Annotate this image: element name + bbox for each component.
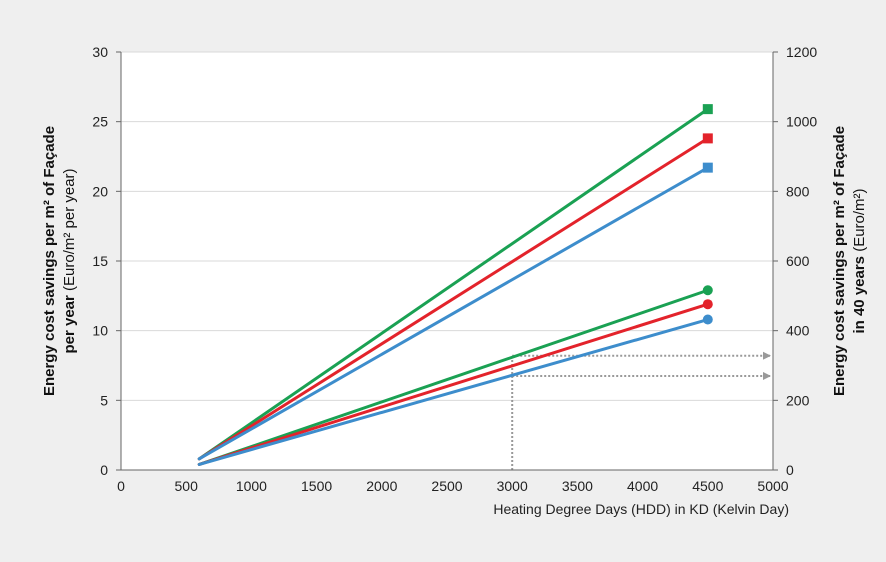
x-tick-label-3: 1500 — [301, 478, 332, 494]
x-axis-label: Heating Degree Days (HDD) in KD (Kelvin … — [493, 501, 789, 517]
series-line-2 — [197, 166, 710, 461]
x-tick-label-7: 3500 — [562, 478, 593, 494]
right-y-label-line1-bold: Energy cost savings per m² of Façade — [831, 126, 848, 396]
series-line-3 — [197, 288, 710, 466]
right-y-tick-label-0: 0 — [786, 462, 794, 478]
x-tick-label-2: 1000 — [236, 478, 267, 494]
right-y-tick-label-6: 1200 — [786, 44, 817, 60]
x-tick-labels: 0 500 1000 1500 2000 2500 3000 3500 4000 4500 5000 — [117, 478, 789, 494]
left-y-tick-label-0: 0 — [100, 462, 108, 478]
series-marker-2 — [702, 162, 713, 173]
axes — [116, 51, 778, 471]
series-marker-1 — [702, 133, 713, 144]
series-marker-4 — [702, 299, 713, 310]
right-y-label-line2-bold: in 40 years — [851, 256, 868, 334]
left-y-tick-label-5: 25 — [92, 114, 108, 130]
series-line-5 — [197, 318, 710, 466]
right-y-axis-label-line1: Energy cost savings per m² of Façade — [831, 126, 848, 396]
x-tick-label-0: 0 — [117, 478, 125, 494]
left-y-label-line2-bold: per year — [61, 295, 78, 354]
x-tick-label-4: 2000 — [366, 478, 397, 494]
right-y-tick-label-4: 800 — [786, 183, 810, 199]
left-y-axis-label-line2: per year (Euro/m² per year) — [61, 168, 78, 353]
left-y-label-line1-bold: Energy cost savings per m² of Façade — [41, 126, 58, 396]
reference-lines — [511, 351, 771, 470]
series-marker-0 — [702, 104, 713, 115]
right-y-tick-label-1: 200 — [786, 392, 810, 408]
left-y-tick-label-3: 15 — [92, 253, 108, 269]
series-line-0 — [197, 107, 710, 461]
left-y-label-line2-unit: (Euro/m² per year) — [61, 168, 78, 295]
left-y-axis-label-line1: Energy cost savings per m² of Façade — [41, 126, 58, 396]
series-marker-3 — [702, 285, 713, 296]
right-y-axis-label-line2: in 40 years (Euro/m²) — [851, 188, 868, 333]
left-y-tick-labels: 0 5 10 15 20 25 30 — [92, 44, 108, 478]
x-tick-label-6: 3000 — [497, 478, 528, 494]
right-y-tick-labels: 0 200 400 600 800 1000 1200 — [786, 44, 817, 478]
series-marker-5 — [702, 314, 713, 325]
series-line-4 — [197, 302, 710, 466]
left-y-tick-label-1: 5 — [100, 392, 108, 408]
x-tick-label-1: 500 — [175, 478, 199, 494]
right-y-tick-label-3: 600 — [786, 253, 810, 269]
left-y-tick-label-4: 20 — [92, 183, 108, 199]
x-tick-label-8: 4000 — [627, 478, 658, 494]
x-tick-label-10: 5000 — [757, 478, 788, 494]
right-y-label-line2-unit: (Euro/m²) — [851, 188, 868, 256]
x-tick-label-5: 2500 — [431, 478, 462, 494]
right-y-tick-label-2: 400 — [786, 323, 810, 339]
right-y-tick-label-5: 1000 — [786, 114, 817, 130]
left-y-tick-label-2: 10 — [92, 323, 108, 339]
series-line-1 — [197, 136, 710, 461]
x-tick-label-9: 4500 — [692, 478, 723, 494]
data-series — [197, 104, 713, 466]
left-y-tick-label-6: 30 — [92, 44, 108, 60]
